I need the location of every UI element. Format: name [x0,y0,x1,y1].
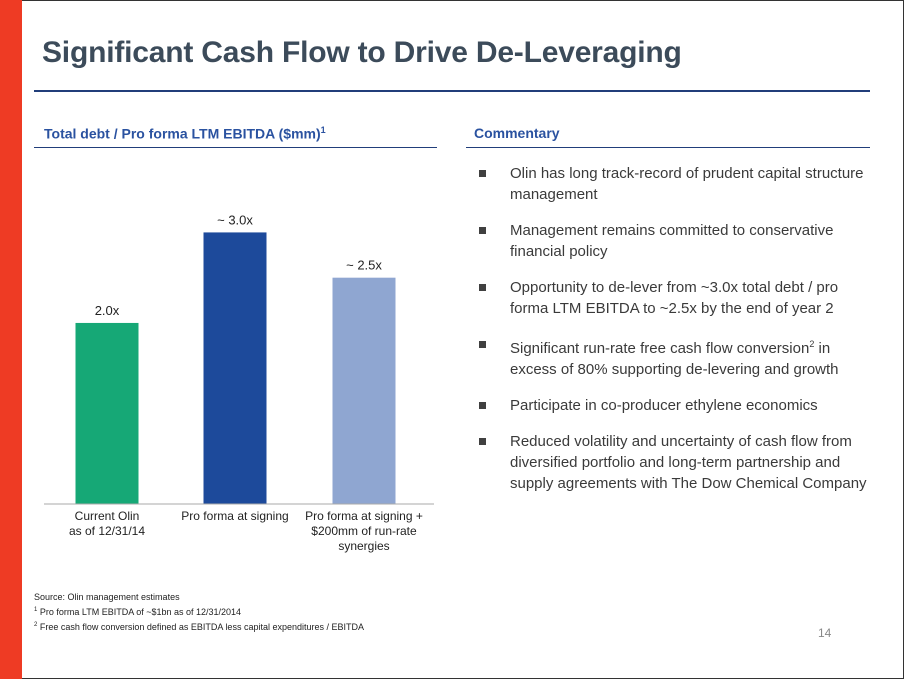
square-bullet-icon [479,402,486,409]
category-label-line: Pro forma at signing [181,509,288,523]
title-divider [34,90,870,92]
footnote-text: Free cash flow conversion defined as EBI… [37,622,364,632]
commentary-list: Olin has long track-record of prudent ca… [474,163,874,509]
commentary-bullet-text: Participate in co-producer ethylene econ… [510,397,818,414]
slide-title: Significant Cash Flow to Drive De-Levera… [42,36,682,69]
source-note: Source: Olin management estimates [34,592,180,602]
square-bullet-icon [479,438,486,445]
commentary-footnote-mark: 2 [809,339,815,349]
chart-section-title-text: Total debt / Pro forma LTM EBITDA ($mm) [44,125,321,142]
leverage-bar-chart: 2.0x ~ 3.0x ~ 2.5x Current Olin as of 12/31/… [44,212,434,553]
commentary-bullet-text-continued: in excess of 80% supporting de-levering … [510,340,839,378]
commentary-bullet: Opportunity to de-lever from ~3.0x total… [474,277,874,319]
commentary-bullet-text: Reduced volatility and uncertainty of ca… [510,433,867,492]
square-bullet-icon [479,170,486,177]
commentary-bullet-text: Management remains committed to conserva… [510,222,834,260]
footnote: 2 Free cash flow conversion defined as E… [34,619,364,634]
chart-section-divider [34,147,437,148]
category-label: Pro forma at signing [181,509,288,523]
bar [75,322,139,504]
chart-section-title: Total debt / Pro forma LTM EBITDA ($mm)1 [44,125,326,142]
commentary-bullet-text: Olin has long track-record of prudent ca… [510,165,864,203]
commentary-bullet-text: Significant run-rate free cash flow conv… [510,340,810,357]
bar [203,232,267,504]
footnote-mark: 2 [34,622,38,628]
category-label: Pro forma at signing + $200mm of run-rate… [305,509,423,553]
category-label-line: $200mm of run-rate [311,524,417,538]
commentary-title: Commentary [474,125,560,141]
category-label-line: as of 12/31/14 [69,524,145,538]
accent-bar [0,0,22,679]
bar-value-label: ~ 2.5x [346,258,382,273]
commentary-bullet-text: Opportunity to de-lever from ~3.0x total… [510,279,839,317]
footnote-mark: 1 [34,607,38,613]
footnote: 1 Pro forma LTM EBITDA of ~$1bn as of 12… [34,604,364,619]
commentary-divider [466,147,870,148]
commentary-bullet: Management remains committed to conserva… [474,220,874,262]
chart-section-title-footnote-mark: 1 [320,125,326,135]
square-bullet-icon [479,284,486,291]
bar-value-label: ~ 3.0x [217,212,253,227]
commentary-bullet: Participate in co-producer ethylene econ… [474,395,874,416]
commentary-bullet: Olin has long track-record of prudent ca… [474,163,874,205]
category-label-line: synergies [338,539,389,553]
bar-value-label: 2.0x [95,303,120,318]
page-number: 14 [818,626,832,640]
footnote-text: Pro forma LTM EBITDA of ~$1bn as of 12/3… [37,607,242,617]
category-label: Current Olin as of 12/31/14 [69,509,145,538]
square-bullet-icon [479,227,486,234]
footnotes: Source: Olin management estimates 1 Pro … [34,591,364,634]
square-bullet-icon [479,341,486,348]
commentary-bullet: Reduced volatility and uncertainty of ca… [474,431,874,494]
bar [332,277,396,504]
category-label-line: Current Olin [75,509,140,523]
category-label-line: Pro forma at signing + [305,509,423,523]
commentary-bullet: Significant run-rate free cash flow conv… [474,334,874,380]
